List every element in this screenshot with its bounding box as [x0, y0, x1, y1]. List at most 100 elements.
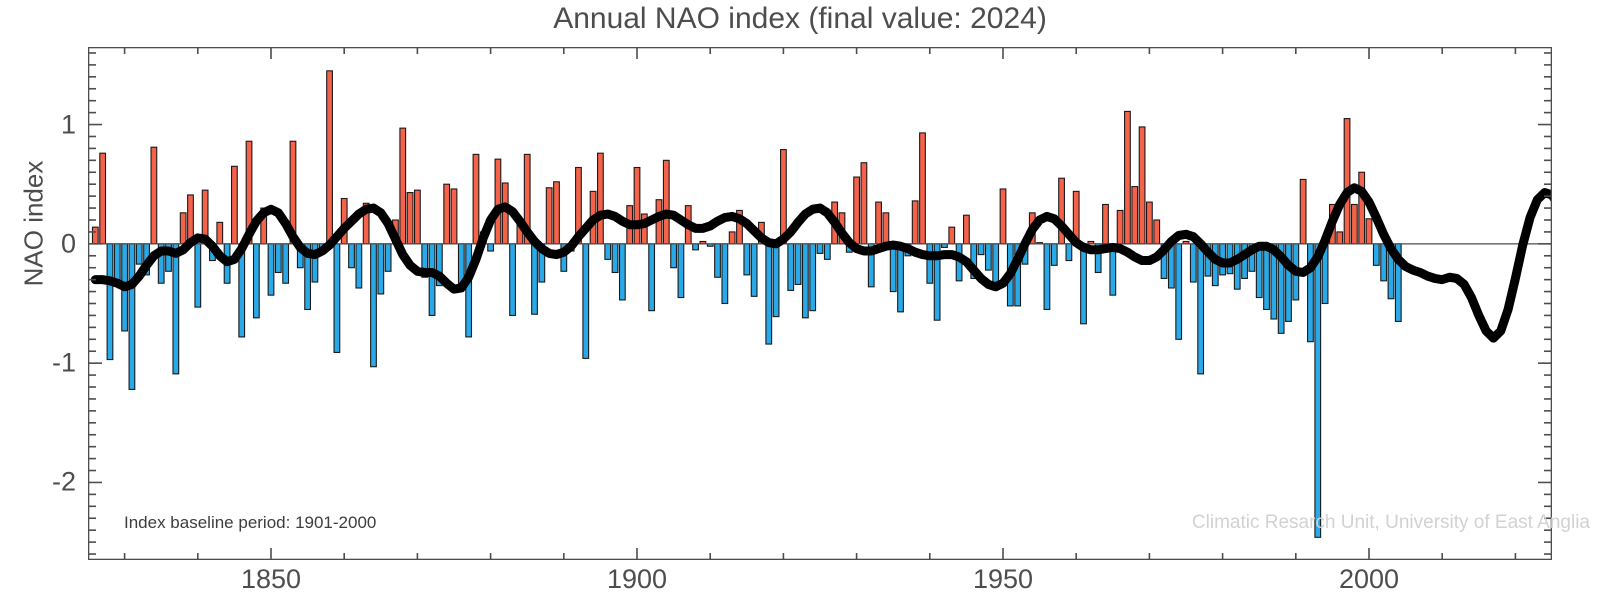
- bar-1880: [487, 243, 495, 252]
- bar-1861: [348, 243, 355, 269]
- bar-1925: [816, 243, 824, 254]
- bar-1966: [1116, 209, 1124, 245]
- bar-1974: [1175, 243, 1183, 340]
- bar-1832: [135, 243, 143, 265]
- bar-1834: [150, 146, 158, 245]
- bar-1971: [1153, 219, 1161, 245]
- bar-2000: [1365, 218, 1373, 245]
- smoothed-line: [90, 183, 1552, 343]
- bar-1996: [1336, 231, 1344, 245]
- bar-1923: [801, 243, 809, 319]
- bar-1864: [370, 243, 377, 368]
- bar-1904: [662, 159, 670, 245]
- bar-1848: [252, 243, 260, 319]
- bar-1915: [743, 243, 751, 276]
- bar-1840: [194, 243, 202, 308]
- bar-1934: [882, 212, 890, 245]
- bar-1878: [472, 153, 480, 245]
- bar-1926: [823, 243, 831, 260]
- plot-area: [88, 47, 1552, 560]
- page-title: Annual NAO index (final value: 2024): [553, 2, 1047, 35]
- bars-group: [91, 70, 1402, 538]
- bar-1916: [750, 243, 758, 297]
- bar-1968: [1131, 186, 1139, 245]
- bar-1893: [582, 243, 590, 359]
- bar-1918: [765, 243, 773, 345]
- bar-1897: [611, 243, 619, 274]
- bar-1993: [1314, 243, 1322, 538]
- bar-1831: [128, 243, 136, 390]
- bar-1837: [172, 243, 180, 375]
- y-tick-label-1: 1: [60, 109, 76, 140]
- bar-1827: [99, 152, 107, 245]
- bar-1902: [648, 243, 656, 312]
- bar-1875: [450, 188, 458, 245]
- bar-1964: [1102, 203, 1109, 245]
- bar-2002: [1380, 243, 1388, 282]
- bar-1838: [179, 212, 187, 245]
- y-tick-label--1: -1: [51, 347, 76, 378]
- bar-1933: [875, 201, 882, 245]
- bar-1889: [553, 181, 560, 245]
- bar-1869: [406, 192, 414, 245]
- bar-1948: [984, 243, 992, 271]
- bar-1866: [384, 243, 392, 272]
- bar-1943: [948, 226, 956, 245]
- bar-1898: [618, 243, 626, 301]
- bar-1862: [355, 243, 363, 289]
- bar-1969: [1138, 126, 1146, 245]
- bar-1986: [1263, 243, 1270, 311]
- bar-1859: [333, 243, 341, 353]
- baseline-note: Index baseline period: 1901-2000: [124, 513, 377, 532]
- bar-1911: [714, 243, 721, 278]
- bar-1829: [113, 243, 121, 281]
- bar-1997: [1343, 118, 1351, 245]
- bar-1868: [399, 127, 407, 245]
- bar-1930: [853, 176, 861, 245]
- bar-1977: [1197, 243, 1205, 375]
- y-tick-label-0: 0: [60, 228, 76, 259]
- bar-1912: [721, 243, 729, 305]
- bar-1877: [465, 243, 473, 338]
- bar-1843: [216, 221, 224, 245]
- bar-1959: [1065, 243, 1073, 262]
- bar-1881: [494, 158, 502, 245]
- bar-1870: [413, 189, 421, 245]
- bar-1936: [897, 243, 904, 313]
- bar-1921: [787, 243, 795, 291]
- bar-1886: [531, 243, 538, 315]
- nao-bar-chart: [88, 47, 1552, 560]
- x-tick-label-2000: 2000: [1338, 564, 1400, 594]
- bar-1906: [677, 243, 685, 299]
- bar-1976: [1189, 243, 1197, 283]
- bar-1858: [326, 70, 333, 245]
- bar-1970: [1146, 201, 1153, 245]
- bar-1961: [1080, 243, 1087, 325]
- bar-1905: [670, 243, 678, 269]
- bar-1872: [428, 243, 436, 316]
- bar-1845: [231, 165, 238, 245]
- ticks-group: [88, 47, 1552, 560]
- bar-1828: [106, 243, 114, 361]
- bar-1826: [91, 226, 99, 245]
- bar-1950: [999, 188, 1007, 245]
- bar-1883: [509, 243, 516, 316]
- bar-1939: [919, 132, 926, 245]
- bar-1900: [633, 166, 641, 245]
- bar-1940: [926, 243, 934, 284]
- bar-1919: [772, 243, 780, 318]
- bar-1865: [377, 243, 385, 295]
- bar-1924: [809, 243, 817, 312]
- y-tick-label--2: -2: [51, 466, 76, 497]
- bar-1957: [1050, 243, 1058, 266]
- bar-1850: [267, 243, 275, 296]
- credit-text: Climatic Resarch Unit, University of Eas…: [1191, 512, 1590, 533]
- bar-1982: [1233, 243, 1241, 290]
- bar-1852: [282, 243, 290, 284]
- y-axis-label: NAO index: [18, 160, 49, 287]
- bar-1851: [274, 243, 282, 274]
- bar-2001: [1372, 243, 1380, 266]
- bar-1991: [1299, 178, 1307, 245]
- bar-1998: [1350, 203, 1358, 245]
